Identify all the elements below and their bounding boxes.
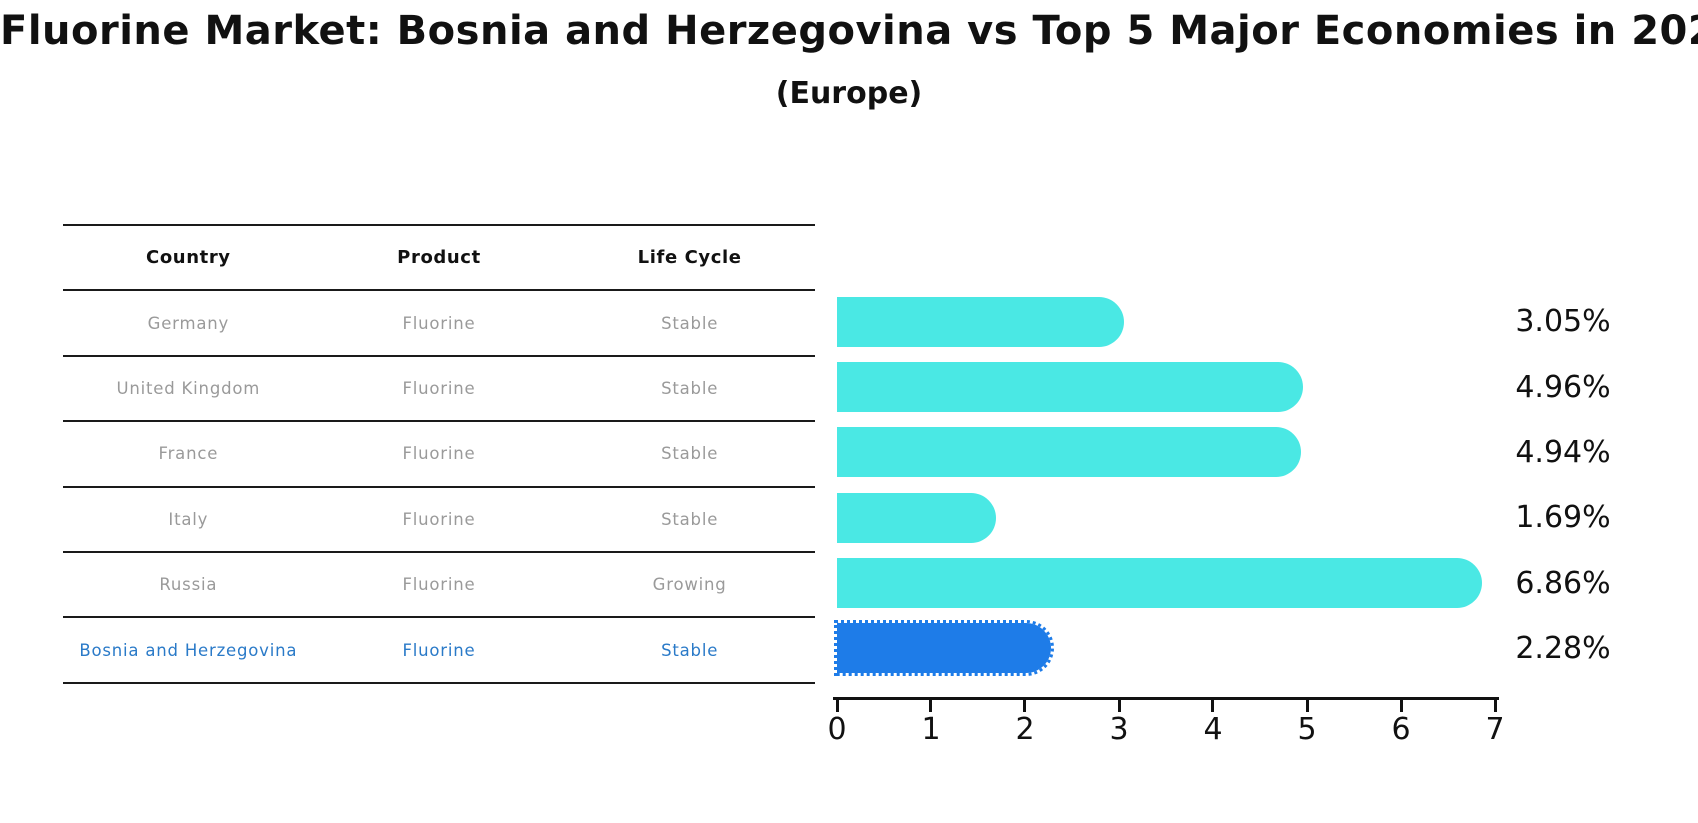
cell-product: Fluorine (402, 640, 476, 660)
x-tick (1023, 700, 1027, 712)
bar-row (833, 616, 1495, 681)
cell-life-cycle: Stable (661, 378, 719, 398)
cell-country: United Kingdom (116, 378, 261, 398)
value-label-united-kingdom: 4.96% (1515, 369, 1611, 405)
bar-row (837, 289, 1495, 354)
column-header-product: Product (397, 247, 481, 269)
x-tick-label: 5 (1297, 712, 1317, 747)
cell-product: Fluorine (402, 575, 476, 595)
x-axis-line (833, 697, 1499, 700)
table-row-united-kingdom: United Kingdom Fluorine Stable (63, 354, 815, 420)
bar-row (837, 420, 1495, 485)
table-row-italy: Italy Fluorine Stable (63, 485, 815, 551)
column-header-country: Country (146, 247, 231, 269)
bar-plot-area (833, 289, 1495, 682)
cell-life-cycle: Stable (661, 313, 719, 333)
table-row-bosnia-and-herzegovina: Bosnia and Herzegovina Fluorine Stable (63, 616, 815, 681)
cell-country: Russia (159, 575, 218, 595)
x-tick-label: 7 (1485, 712, 1505, 747)
x-tick-label: 3 (1109, 712, 1129, 747)
cell-product: Fluorine (402, 378, 476, 398)
table-row-russia: Russia Fluorine Growing (63, 550, 815, 616)
cell-country: Germany (147, 313, 230, 333)
cell-life-cycle: Growing (652, 575, 727, 595)
cell-country: Italy (168, 509, 209, 529)
table-row-france: France Fluorine Stable (63, 420, 815, 485)
chart-title: Fluorine Market: Bosnia and Herzegovina … (0, 8, 1698, 54)
bar-france (837, 427, 1302, 478)
bar-united-kingdom (837, 361, 1304, 412)
cell-life-cycle: Stable (661, 509, 719, 529)
cell-product: Fluorine (402, 313, 476, 333)
cell-country: Bosnia and Herzegovina (79, 640, 298, 660)
column-header-life-cycle: Life Cycle (637, 247, 742, 269)
x-tick (929, 700, 933, 712)
bar-row (837, 551, 1495, 616)
value-label-germany: 3.05% (1515, 304, 1611, 340)
table-header-row: Country Product Life Cycle (63, 224, 815, 289)
bar-germany (837, 296, 1124, 347)
x-tick-label: 4 (1203, 712, 1223, 747)
x-tick (1305, 700, 1309, 712)
value-label-bosnia-and-herzegovina: 2.28% (1515, 631, 1611, 667)
bar-bosnia-and-herzegovina (833, 620, 1055, 677)
value-labels: 3.05% 4.96% 4.94% 1.69% 6.86% 2.28% (1498, 289, 1628, 681)
value-label-italy: 1.69% (1515, 500, 1611, 536)
bar-russia (837, 558, 1482, 609)
x-tick (1493, 700, 1497, 712)
cell-country: France (158, 444, 219, 464)
table-row-germany: Germany Fluorine Stable (63, 289, 815, 354)
bar-row (837, 354, 1495, 419)
chart-subtitle: (Europe) (775, 76, 923, 111)
x-tick (1211, 700, 1215, 712)
bar-italy (837, 492, 996, 543)
x-tick-label: 1 (921, 712, 941, 747)
bar-row (837, 485, 1495, 550)
cell-product: Fluorine (402, 444, 476, 464)
x-tick (835, 700, 839, 712)
cell-life-cycle: Stable (661, 640, 719, 660)
x-tick (1399, 700, 1403, 712)
country-table: Country Product Life Cycle Germany Fluor… (63, 224, 815, 684)
x-tick-label: 6 (1391, 712, 1411, 747)
x-tick-label: 2 (1015, 712, 1035, 747)
x-tick (1117, 700, 1121, 712)
cell-life-cycle: Stable (661, 444, 719, 464)
value-label-france: 4.94% (1515, 434, 1611, 470)
x-tick-label: 0 (827, 712, 847, 747)
value-label-russia: 6.86% (1515, 565, 1611, 601)
cell-product: Fluorine (402, 509, 476, 529)
x-axis: 0 1 2 3 4 5 6 7 (827, 697, 1505, 757)
